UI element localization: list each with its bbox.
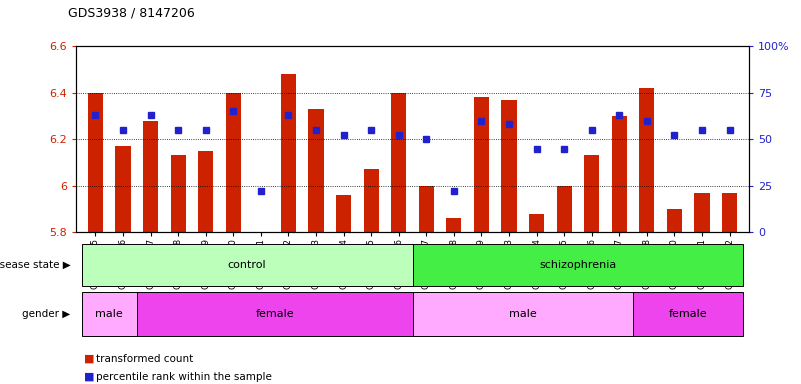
Bar bbox=[722, 193, 737, 232]
Bar bbox=[336, 195, 351, 232]
Bar bbox=[667, 209, 682, 232]
Bar bbox=[198, 151, 213, 232]
Text: male: male bbox=[95, 309, 123, 319]
Text: ■: ■ bbox=[84, 354, 95, 364]
Bar bbox=[413, 244, 743, 286]
Text: control: control bbox=[227, 260, 267, 270]
Text: disease state ▶: disease state ▶ bbox=[0, 260, 70, 270]
Bar bbox=[584, 156, 599, 232]
Bar bbox=[633, 292, 743, 336]
Bar bbox=[88, 93, 103, 232]
Bar bbox=[529, 214, 544, 232]
Bar bbox=[694, 193, 710, 232]
Bar bbox=[474, 97, 489, 232]
Text: female: female bbox=[256, 309, 294, 319]
Bar bbox=[281, 74, 296, 232]
Text: female: female bbox=[669, 309, 707, 319]
Text: percentile rank within the sample: percentile rank within the sample bbox=[96, 372, 272, 382]
Bar bbox=[171, 156, 186, 232]
Bar bbox=[226, 93, 241, 232]
Bar bbox=[364, 169, 379, 232]
Bar bbox=[419, 186, 434, 232]
Bar bbox=[115, 146, 131, 232]
Text: transformed count: transformed count bbox=[96, 354, 193, 364]
Bar bbox=[82, 292, 137, 336]
Bar bbox=[557, 186, 572, 232]
Bar bbox=[391, 93, 406, 232]
Text: schizophrenia: schizophrenia bbox=[539, 260, 617, 270]
Bar bbox=[413, 292, 633, 336]
Bar bbox=[612, 116, 627, 232]
Text: male: male bbox=[509, 309, 537, 319]
Bar bbox=[639, 88, 654, 232]
Bar bbox=[446, 218, 461, 232]
Bar bbox=[501, 99, 517, 232]
Text: GDS3938 / 8147206: GDS3938 / 8147206 bbox=[68, 6, 195, 19]
Bar bbox=[82, 244, 413, 286]
Bar bbox=[137, 292, 413, 336]
Bar bbox=[143, 121, 158, 232]
Text: ■: ■ bbox=[84, 372, 95, 382]
Bar bbox=[308, 109, 324, 232]
Text: gender ▶: gender ▶ bbox=[22, 309, 70, 319]
